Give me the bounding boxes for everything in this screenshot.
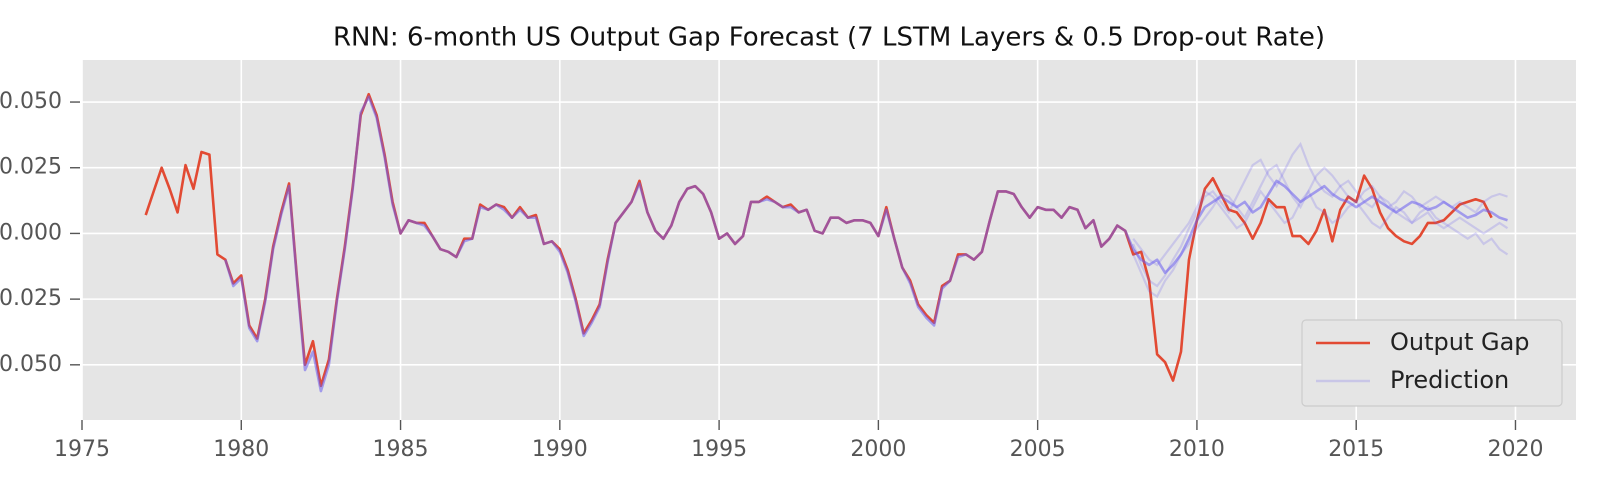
legend-label: Prediction: [1390, 366, 1509, 394]
chart-title: RNN: 6-month US Output Gap Forecast (7 L…: [333, 23, 1325, 53]
y-tick-label: 0.025: [0, 155, 62, 180]
x-tick-label: 1990: [532, 437, 588, 462]
x-tick-label: 2005: [1010, 437, 1066, 462]
legend-label: Output Gap: [1390, 328, 1530, 356]
legend: Output Gap Prediction: [1301, 319, 1563, 407]
x-tick-label: 1980: [213, 437, 269, 462]
x-tick-label: 1975: [54, 437, 110, 462]
lines: [144, 92, 1509, 393]
prediction-run: [1132, 189, 1509, 267]
prediction-run: [1132, 141, 1509, 288]
axes: -0.050 -0.025 0.000 0.025 0.050 1975 1980 1985 1…: [0, 89, 1543, 462]
x-tick-label: 2010: [1169, 437, 1225, 462]
x-tick-label: 2015: [1328, 437, 1384, 462]
x-tick-label: 2020: [1487, 437, 1543, 462]
series-line: [224, 95, 1508, 393]
y-tick-label: -0.050: [0, 352, 62, 377]
x-tick-label: 2000: [850, 437, 906, 462]
x-tick-label: 1995: [691, 437, 747, 462]
grid: [81, 60, 1576, 420]
y-tick-label: -0.025: [0, 286, 62, 311]
y-tick-label: 0.050: [0, 89, 62, 114]
x-tick-label: 1985: [373, 437, 429, 462]
y-tick-label: 0.000: [0, 220, 62, 245]
legend-box: [1301, 319, 1563, 407]
